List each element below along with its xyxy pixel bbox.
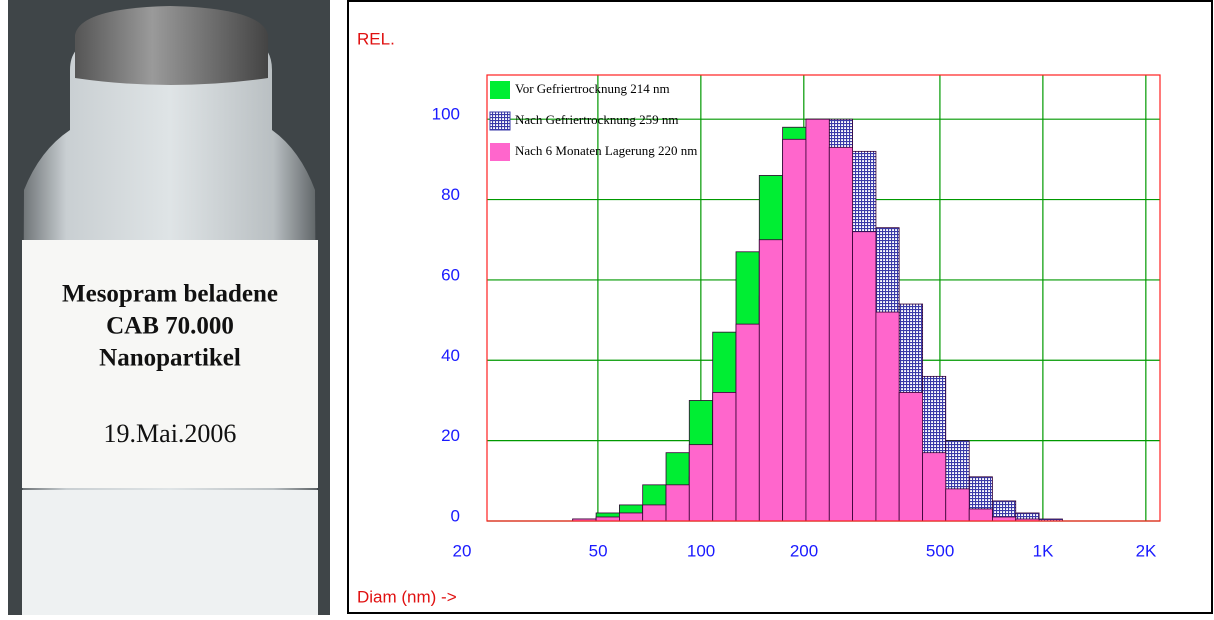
legend-swatch [490,81,510,99]
powder [22,490,318,615]
label [22,240,318,488]
x-tick-label: 2K [1136,541,1157,560]
histogram-bar [642,504,667,522]
plot: 0 20 40 60 80 100 20 50 100 200 500 1K 2K Vor Gefrier… [432,74,1161,560]
label-line: CAB 70.000 [106,313,234,340]
histogram-bar [688,444,714,522]
legend-swatch [490,143,510,161]
y-tick-label: 20 [441,426,460,445]
legend-swatch [489,111,511,131]
histogram-bar [665,484,690,522]
y-tick-label: 100 [432,105,460,124]
x-tick-label: 200 [790,541,818,560]
stopper [75,6,268,85]
label-line: Nanopartikel [99,345,241,372]
histogram-bar [828,146,853,522]
plot-frame [486,74,1161,522]
histogram-bar [992,516,1017,522]
histogram-bar [758,239,784,522]
y-tick-label: 40 [441,346,460,365]
legend-label: Nach Gefriertrocknung 259 nm [515,112,679,127]
histogram-bar [968,508,993,522]
x-tick-label: 20 [453,541,472,560]
histogram-bar [805,118,830,522]
label-date: 19.Mai.2006 [104,419,237,448]
histogram-bar [595,516,620,522]
legend-label: Nach 6 Monaten Lagerung 220 nm [515,143,697,158]
histogram-bar [735,323,760,522]
histogram-bar [619,512,644,522]
histogram-bar [922,452,947,522]
histogram-bar [782,138,807,522]
y-tick-label: 0 [451,506,460,525]
x-tick-label: 1K [1033,541,1054,560]
x-tick-label: 100 [687,541,715,560]
histogram-bar [712,392,737,522]
label-line: Mesopram beladene [62,281,278,308]
x-axis-label: Diam (nm) -> [357,587,457,606]
histogram-bar [898,392,924,522]
histogram-bar [875,311,900,522]
x-tick-label: 500 [926,541,954,560]
photo: Mesopram beladene CAB 70.000 Nanopartike… [8,0,330,615]
y-tick-label: 60 [441,265,460,284]
y-tick-label: 80 [441,185,460,204]
y-axis-label: REL. [357,29,395,48]
x-tick-label: 50 [589,541,608,560]
legend-label: Vor Gefriertrocknung 214 nm [515,81,670,96]
histogram-bar [945,488,970,522]
histogram-bar [852,231,877,522]
